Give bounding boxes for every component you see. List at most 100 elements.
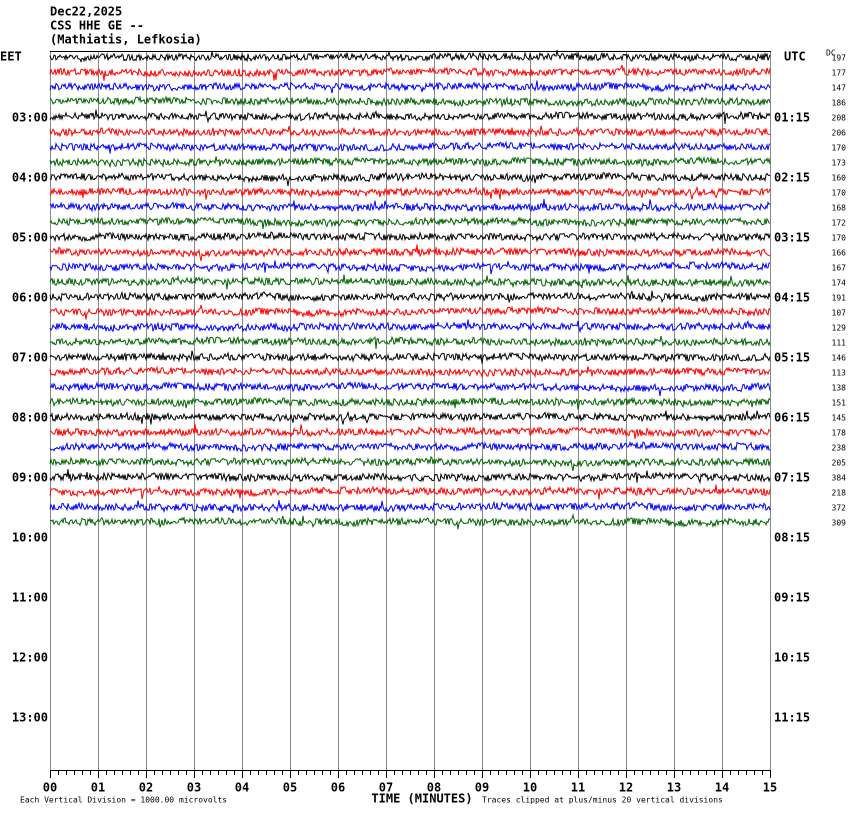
left-hour: 10:00 <box>12 531 48 545</box>
dc-value: 170 <box>832 234 847 243</box>
dc-value: 186 <box>832 99 847 108</box>
header-line: CSS HHE GE -- <box>50 19 144 33</box>
time-zone-right: UTC <box>784 50 806 64</box>
dc-value: 151 <box>832 399 847 408</box>
x-tick-label: 08 <box>427 781 441 795</box>
x-tick-label: 04 <box>235 781 249 795</box>
right-hour: 01:15 <box>774 111 810 125</box>
trace <box>49 274 771 290</box>
dc-value: 208 <box>832 114 847 123</box>
right-hour: 08:15 <box>774 531 810 545</box>
trace <box>49 171 771 187</box>
dc-value: 166 <box>832 249 847 258</box>
dc-value: 191 <box>832 294 847 303</box>
trace <box>49 290 771 303</box>
trace <box>49 350 771 364</box>
right-hour: 03:15 <box>774 231 810 245</box>
dc-value: 218 <box>832 489 847 498</box>
plot-frame <box>50 51 771 771</box>
trace <box>49 441 771 453</box>
time-zone-left: EET <box>0 50 22 64</box>
trace <box>49 64 771 81</box>
x-tick-label: 07 <box>379 781 393 795</box>
trace <box>49 244 771 262</box>
right-hour: 02:15 <box>774 171 810 185</box>
header-line: Dec22,2025 <box>50 5 122 19</box>
footer-left: Each Vertical Division = 1000.00 microvo… <box>20 796 227 805</box>
trace <box>49 95 771 109</box>
trace <box>49 260 770 275</box>
trace <box>49 335 771 350</box>
right-hour: 04:15 <box>774 291 810 305</box>
x-tick-label: 06 <box>331 781 345 795</box>
dc-value: 160 <box>832 174 847 183</box>
left-hour: 11:00 <box>12 591 48 605</box>
x-tick-label: 01 <box>91 781 105 795</box>
trace <box>49 423 771 440</box>
trace <box>49 216 771 230</box>
trace <box>49 80 771 94</box>
trace <box>49 484 771 500</box>
dc-value: 113 <box>832 369 847 378</box>
dc-value: 111 <box>832 339 847 348</box>
trace <box>49 365 771 379</box>
left-hour: 07:00 <box>12 351 48 365</box>
x-tick-label: 11 <box>571 781 585 795</box>
x-tick-label: 02 <box>139 781 153 795</box>
dc-value: 173 <box>832 159 847 168</box>
dc-value: 384 <box>832 474 847 483</box>
dc-value: 197 <box>832 54 847 63</box>
trace <box>49 380 771 397</box>
dc-value: 309 <box>832 519 847 528</box>
trace <box>49 410 771 425</box>
dc-value: 170 <box>832 189 847 198</box>
header-line: (Mathiatis, Lefkosia) <box>50 33 202 47</box>
trace <box>49 198 771 213</box>
trace <box>49 396 771 410</box>
x-tick-label: 12 <box>619 781 633 795</box>
left-hour: 03:00 <box>12 111 48 125</box>
dc-value: 238 <box>832 444 847 453</box>
trace <box>49 469 771 485</box>
left-hour: 09:00 <box>12 471 48 485</box>
trace <box>49 319 771 334</box>
right-hour: 05:15 <box>774 351 810 365</box>
dc-value: 172 <box>832 219 847 228</box>
x-tick-label: 05 <box>283 781 297 795</box>
dc-value: 145 <box>832 414 847 423</box>
dc-value: 178 <box>832 429 847 438</box>
dc-label: DC <box>826 49 836 58</box>
dc-value: 146 <box>832 354 847 363</box>
x-tick-label: 10 <box>523 781 537 795</box>
left-hour: 06:00 <box>12 291 48 305</box>
trace <box>49 109 771 125</box>
trace <box>49 500 771 514</box>
dc-value: 138 <box>832 384 847 393</box>
dc-value: 177 <box>832 69 847 78</box>
dc-value: 168 <box>832 204 847 213</box>
trace <box>49 125 771 138</box>
right-hour: 10:15 <box>774 651 810 665</box>
dc-value: 147 <box>832 84 847 93</box>
x-axis-label: TIME (MINUTES) <box>371 792 472 806</box>
dc-value: 167 <box>832 264 847 273</box>
left-hour: 13:00 <box>12 711 48 725</box>
right-hour: 07:15 <box>774 471 810 485</box>
trace <box>49 513 771 530</box>
dc-value: 205 <box>832 459 847 468</box>
x-tick-label: 13 <box>667 781 681 795</box>
trace <box>49 304 771 320</box>
left-hour: 12:00 <box>12 651 48 665</box>
left-hour: 08:00 <box>12 411 48 425</box>
x-tick-label: 03 <box>187 781 201 795</box>
trace <box>49 185 771 200</box>
right-hour: 11:15 <box>774 711 810 725</box>
x-tick-label: 09 <box>475 781 489 795</box>
dc-value: 372 <box>832 504 847 513</box>
dc-value: 107 <box>832 309 847 318</box>
dc-value: 170 <box>832 144 847 153</box>
left-hour: 05:00 <box>12 231 48 245</box>
x-tick-label: 00 <box>43 781 57 795</box>
x-tick-label: 15 <box>763 781 777 795</box>
